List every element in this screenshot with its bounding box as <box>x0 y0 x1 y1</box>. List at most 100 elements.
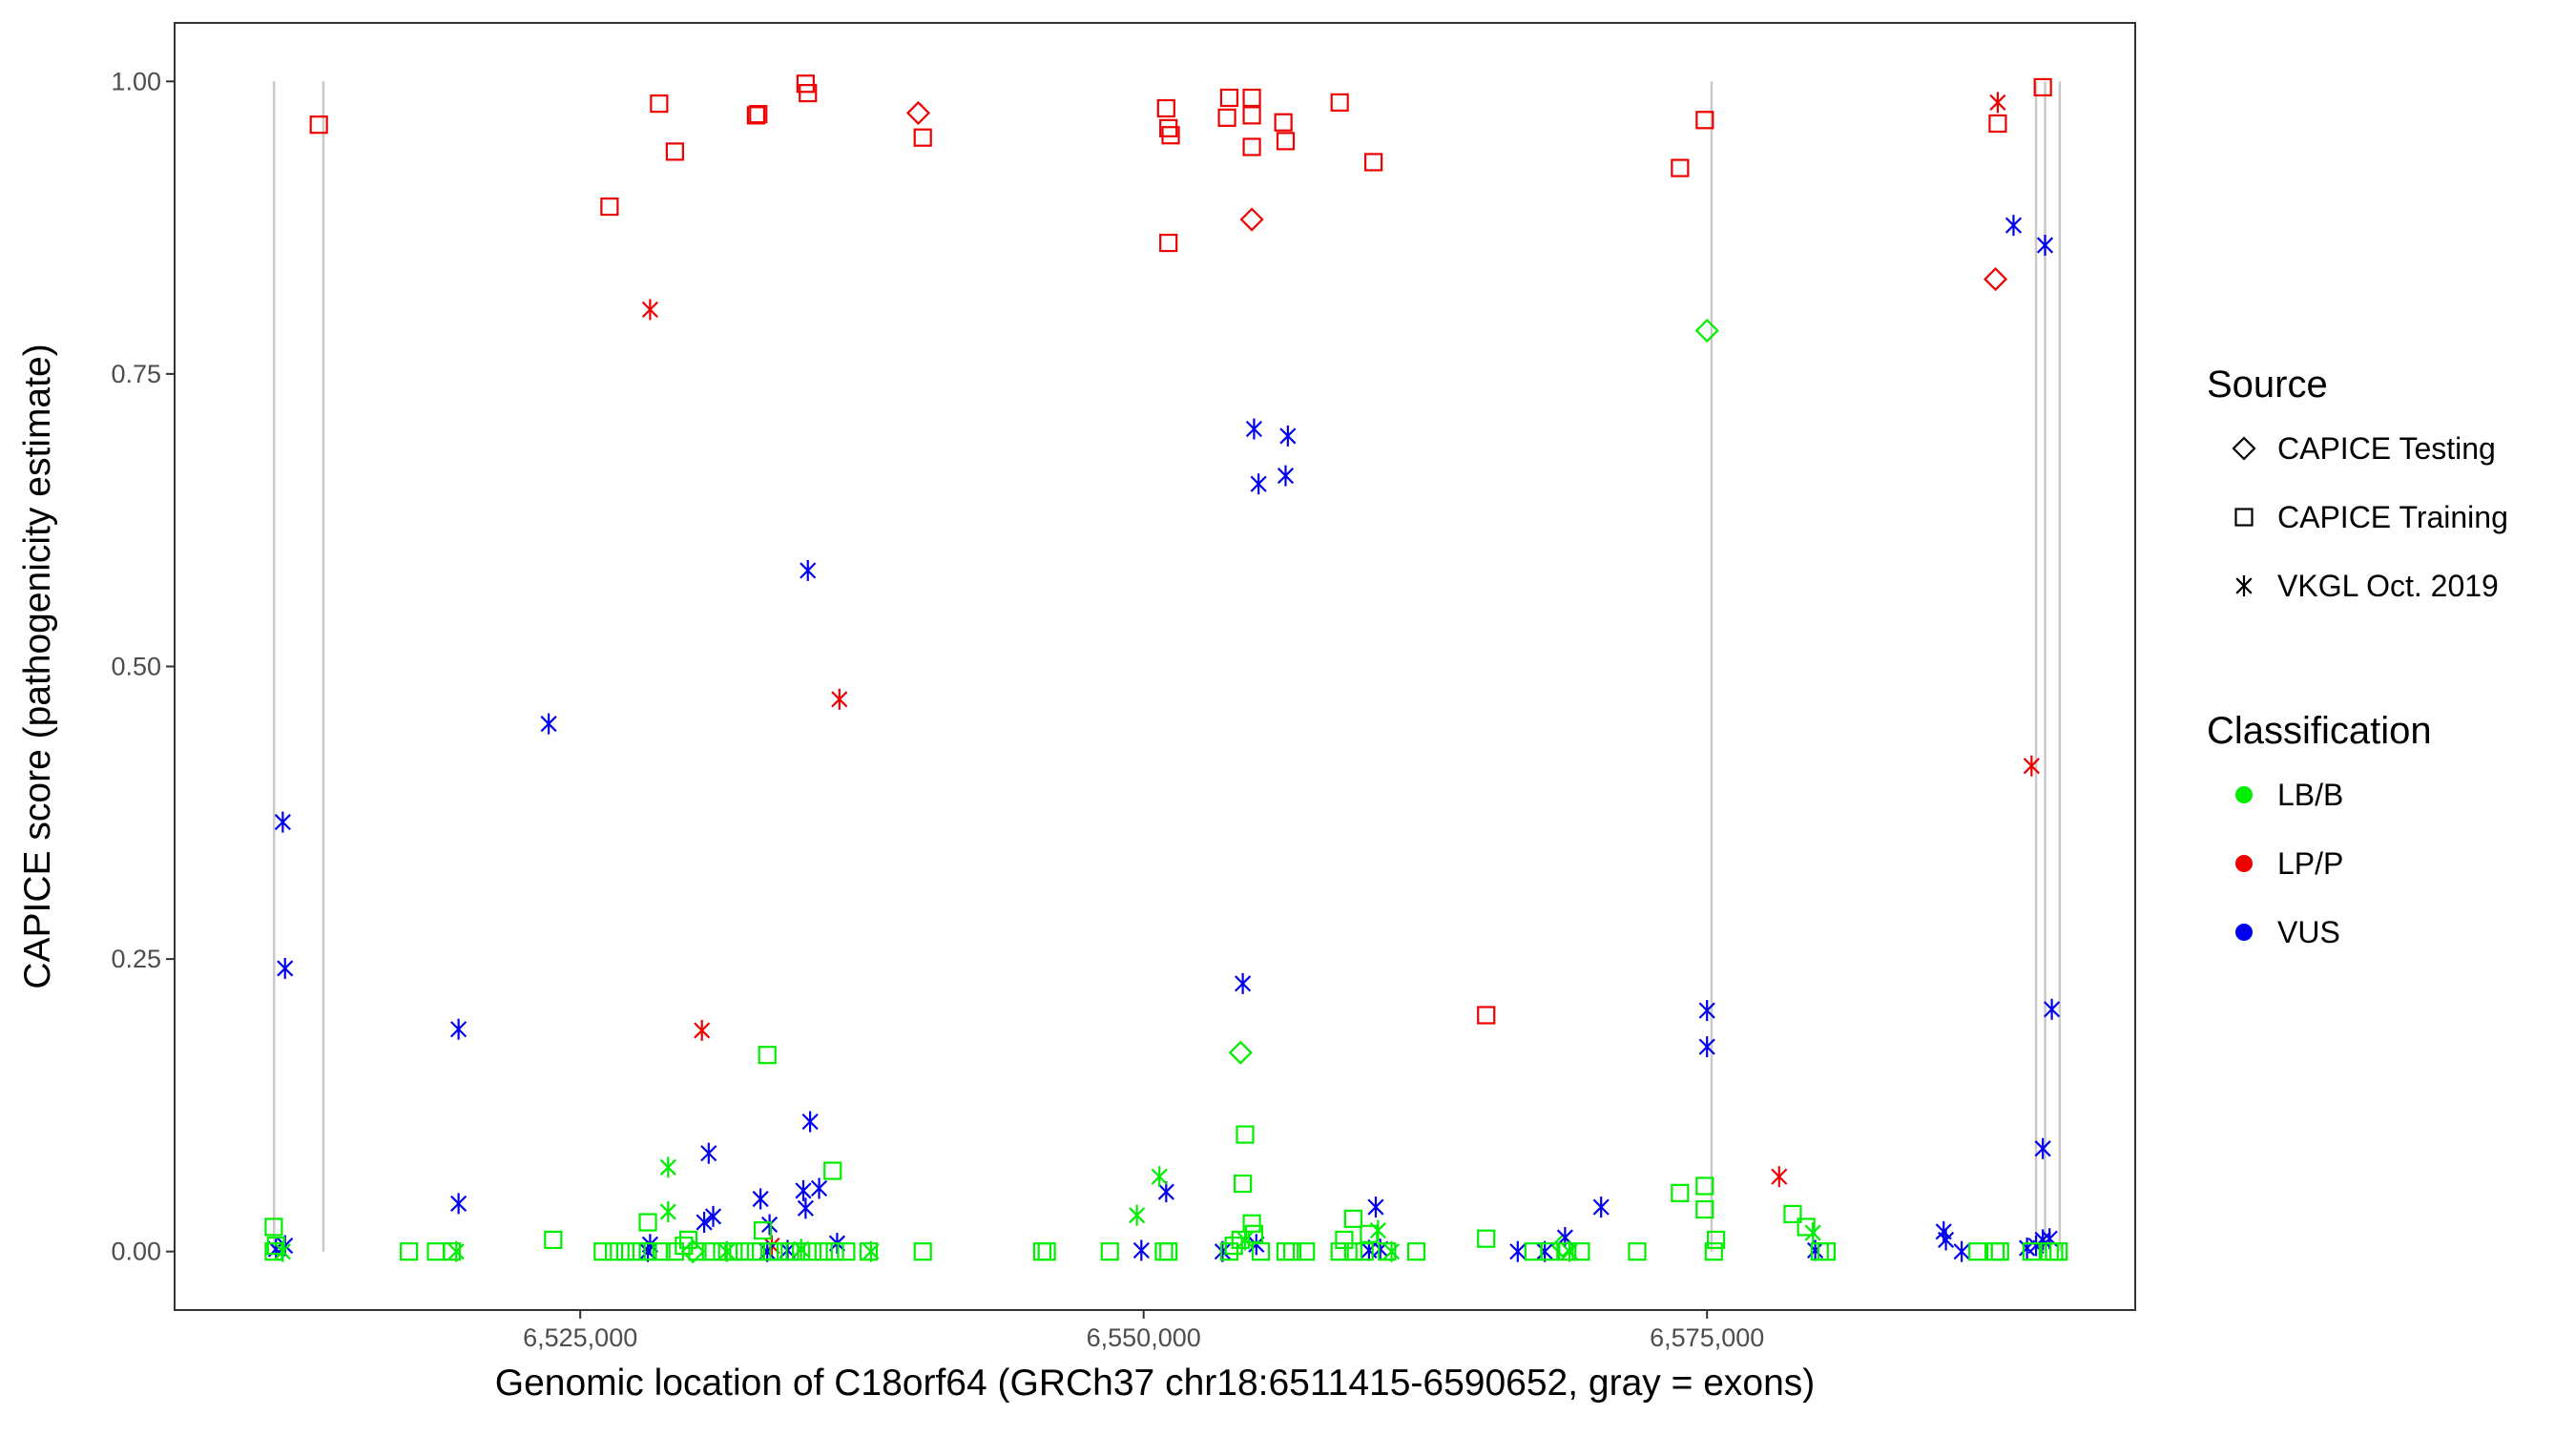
y-tick-label: 0.75 <box>111 360 161 388</box>
data-point <box>837 1242 856 1261</box>
legend-classification-title: Classification <box>2207 710 2432 752</box>
data-point <box>1695 111 1714 130</box>
y-axis-title: CAPICE score (pathogenicity estimate) <box>17 343 58 989</box>
data-point <box>1151 1166 1168 1188</box>
data-point <box>1988 114 2007 134</box>
data-point <box>2036 235 2054 257</box>
data-point <box>1990 1242 2009 1261</box>
data-point <box>2049 1242 2068 1261</box>
legend: Source Classification CAPICE Testing CAPI… <box>2207 364 2508 949</box>
data-point <box>793 1238 810 1260</box>
data-point <box>1628 1242 1647 1261</box>
data-point <box>1159 1242 1178 1261</box>
data-point <box>2023 755 2040 777</box>
data-point <box>1953 1240 1970 1262</box>
data-point <box>704 1205 722 1227</box>
data-point <box>652 1242 671 1261</box>
data-point <box>1477 1229 1496 1248</box>
data-point <box>638 1242 657 1261</box>
data-point <box>1242 137 1261 156</box>
data-point <box>1695 1199 1714 1219</box>
data-point <box>1406 1242 1426 1261</box>
data-point <box>309 115 328 135</box>
data-point <box>659 1156 676 1178</box>
data-point <box>746 106 766 125</box>
x-axis-ticks: 6,525,000 6,550,000 6,575,000 <box>523 1310 1764 1352</box>
data-point <box>905 100 931 125</box>
data-point <box>665 142 684 161</box>
data-point <box>758 1046 777 1065</box>
data-point <box>1355 1242 1374 1261</box>
data-point <box>1382 1240 1401 1262</box>
legend-key-asterisk <box>2235 575 2253 596</box>
data-point <box>540 713 557 735</box>
data-point <box>746 1242 766 1261</box>
data-points <box>264 74 2068 1264</box>
data-point <box>675 1236 694 1256</box>
data-point <box>1707 1230 1726 1250</box>
data-point <box>2005 215 2023 237</box>
data-point <box>1671 1183 1690 1202</box>
data-point <box>277 957 294 979</box>
data-point <box>1242 1214 1261 1233</box>
data-point <box>736 1242 755 1261</box>
data-point <box>753 1221 773 1240</box>
data-point <box>713 1242 732 1261</box>
data-point <box>749 105 768 124</box>
data-point <box>1231 1230 1250 1250</box>
data-point <box>264 1217 283 1237</box>
data-point <box>1378 1242 1397 1261</box>
data-point <box>1251 1242 1271 1261</box>
x-tick-label: 6,525,000 <box>523 1323 637 1352</box>
data-point <box>1536 1240 1553 1262</box>
data-point <box>1235 972 1252 994</box>
data-point <box>718 1240 736 1262</box>
data-point <box>1540 1242 1559 1261</box>
data-point <box>1797 1217 1816 1237</box>
legend-key-square <box>2234 508 2254 527</box>
y-tick-label: 0.25 <box>111 945 161 973</box>
data-point <box>696 1212 713 1234</box>
data-point <box>1244 1224 1264 1243</box>
data-point <box>802 1242 822 1261</box>
data-point <box>1477 1006 1496 1025</box>
data-point <box>1250 473 1267 495</box>
data-point <box>1343 1209 1362 1228</box>
data-point <box>913 1242 932 1261</box>
data-point <box>400 1242 419 1261</box>
legend-key-dot <box>2235 855 2253 872</box>
y-tick-label: 0.50 <box>111 653 161 681</box>
data-point <box>1938 1229 1955 1251</box>
legend-label: VKGL Oct. 2019 <box>2277 569 2499 603</box>
data-point <box>600 197 619 217</box>
data-point <box>1968 1242 1987 1261</box>
data-point <box>1159 233 1178 253</box>
data-point <box>1279 425 1297 447</box>
data-point <box>266 1236 285 1256</box>
data-point <box>1592 1197 1610 1218</box>
data-point <box>780 1242 800 1261</box>
data-point <box>800 559 817 581</box>
data-point <box>1224 1236 1243 1256</box>
exon-lines <box>273 81 2062 1252</box>
data-point <box>1330 93 1349 112</box>
data-point <box>1695 1176 1714 1196</box>
data-point <box>1032 1242 1051 1261</box>
data-point <box>810 1177 828 1199</box>
data-point <box>831 688 848 710</box>
data-point <box>627 1242 646 1261</box>
data-point <box>1343 1242 1362 1261</box>
data-point <box>659 1200 676 1222</box>
data-point <box>796 74 815 94</box>
data-point <box>792 1242 811 1261</box>
data-point <box>801 1111 819 1133</box>
y-axis-ticks: 0.00 0.25 0.50 0.75 1.00 <box>111 67 175 1266</box>
legend-source-title: Source <box>2207 364 2328 406</box>
data-point <box>825 1242 844 1261</box>
data-point <box>1129 1204 1146 1226</box>
data-point <box>1282 1242 1302 1261</box>
data-point <box>752 1188 769 1210</box>
data-point <box>823 1161 842 1180</box>
data-point <box>769 1242 788 1261</box>
